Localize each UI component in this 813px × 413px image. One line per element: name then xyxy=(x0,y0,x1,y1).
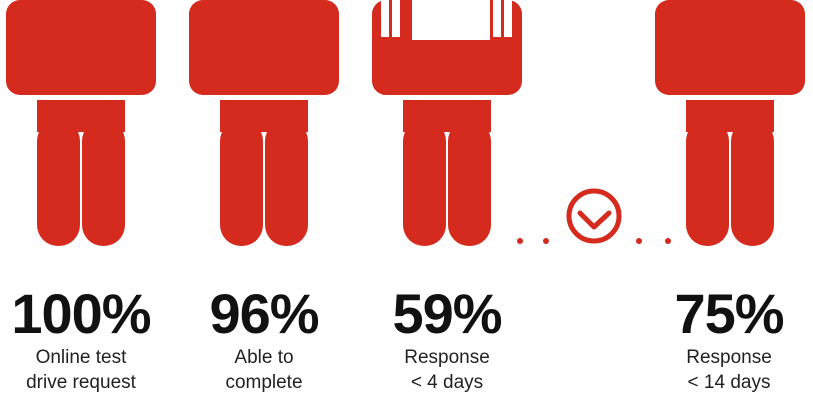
stat-label-line2: complete xyxy=(225,372,303,393)
stat-2: 96% Able to complete xyxy=(179,283,349,395)
person-icon xyxy=(189,0,339,246)
person-icon xyxy=(655,0,805,246)
connector-dot xyxy=(636,238,642,244)
stat-label-line1: Response xyxy=(404,347,490,368)
person-icon xyxy=(372,0,522,246)
person-icon xyxy=(6,0,156,246)
person-figure-3 xyxy=(372,0,522,250)
connector-dot xyxy=(543,238,549,244)
stat-label-line2: < 14 days xyxy=(687,372,771,393)
stat-1: 100% Online test drive request xyxy=(0,283,166,395)
person-figure-4 xyxy=(655,0,805,250)
time-connector xyxy=(505,185,685,260)
stat-percent: 100% xyxy=(11,282,151,345)
connector-dot xyxy=(665,238,671,244)
stat-percent: 75% xyxy=(674,282,784,345)
stat-label-line2: drive request xyxy=(26,372,136,393)
stat-label-line1: Able to xyxy=(234,347,294,368)
stat-4: 75% Response < 14 days xyxy=(644,283,813,395)
stat-percent: 59% xyxy=(392,282,502,345)
clock-icon xyxy=(566,188,622,244)
stat-3: 59% Response < 4 days xyxy=(362,283,532,395)
person-figure-2 xyxy=(189,0,339,250)
connector-dot xyxy=(517,238,523,244)
stat-percent: 96% xyxy=(209,282,319,345)
person-figure-1 xyxy=(6,0,156,250)
stat-label-line1: Online test xyxy=(35,347,127,368)
stat-label-line2: < 4 days xyxy=(410,372,484,393)
stat-label-line1: Response xyxy=(686,347,772,368)
